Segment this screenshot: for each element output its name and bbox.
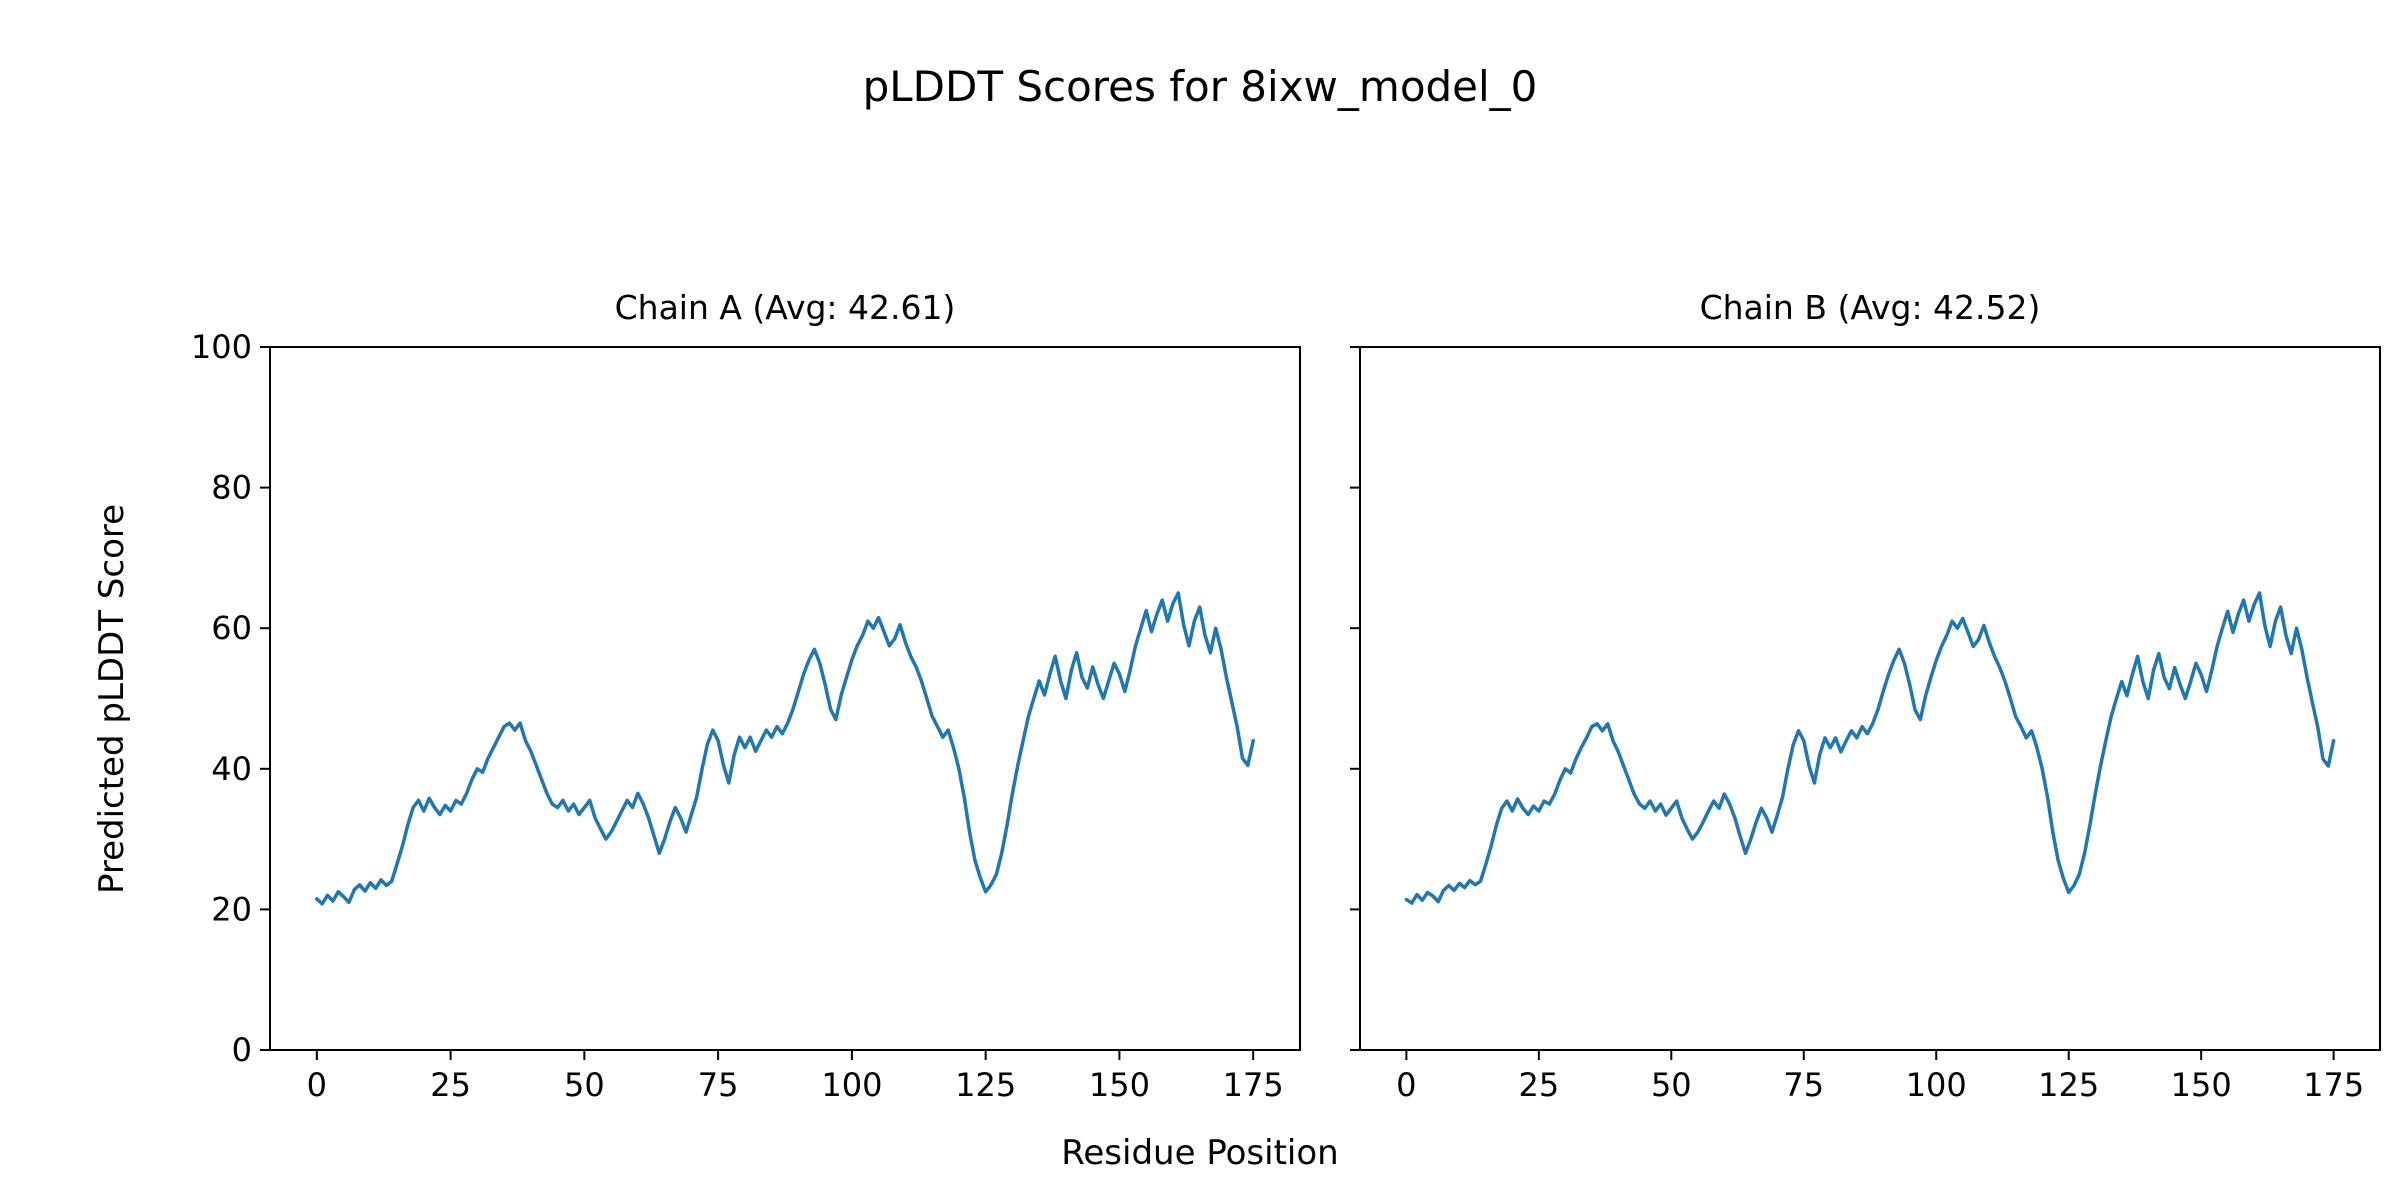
x-tick-label: 50: [1651, 1066, 1692, 1104]
x-tick-label: 150: [1089, 1066, 1150, 1104]
axes-box-chain-a: [269, 346, 1301, 1051]
x-axis-label: Residue Position: [1061, 1133, 1339, 1173]
axes-box-chain-b: [1359, 346, 2381, 1051]
x-tick-label: 175: [2303, 1066, 2364, 1104]
x-tick-label: 100: [1906, 1066, 1967, 1104]
x-tick-label: 75: [698, 1066, 739, 1104]
y-tick-label: 0: [232, 1031, 252, 1069]
y-tick-label: 40: [211, 750, 252, 788]
x-tick-label: 125: [955, 1066, 1016, 1104]
subplot-title-chain-a: Chain A (Avg: 42.61): [614, 288, 956, 327]
x-tick-label: 0: [1396, 1066, 1416, 1104]
y-tick-label: 20: [211, 890, 252, 928]
y-tick-label: 100: [191, 328, 252, 366]
y-tick-label: 60: [211, 609, 252, 647]
x-tick-label: 25: [430, 1066, 471, 1104]
subplot-chain-a: 0 25 50 75 100 125 150 175 0 20 40 60 80 100: [191, 328, 1301, 1104]
x-tick-label: 175: [1223, 1066, 1284, 1104]
plddt-line-chain-b: [1404, 591, 2336, 905]
x-tick-label: 100: [821, 1066, 882, 1104]
x-tick-label: 0: [307, 1066, 327, 1104]
subplot-title-chain-b: Chain B (Avg: 42.52): [1699, 288, 2041, 327]
x-tick-label: 75: [1783, 1066, 1824, 1104]
x-tick-label: 150: [2171, 1066, 2232, 1104]
figure-title: pLDDT Scores for 8ixw_model_0: [862, 62, 1538, 111]
plddt-line-chain-a: [315, 591, 1255, 906]
y-tick-label: 80: [211, 469, 252, 507]
x-tick-label: 25: [1518, 1066, 1559, 1104]
subplot-chain-b: 0 25 50 75 100 125 150 175: [1350, 346, 2381, 1104]
x-tick-label: 125: [2038, 1066, 2099, 1104]
x-tick-label: 50: [564, 1066, 605, 1104]
